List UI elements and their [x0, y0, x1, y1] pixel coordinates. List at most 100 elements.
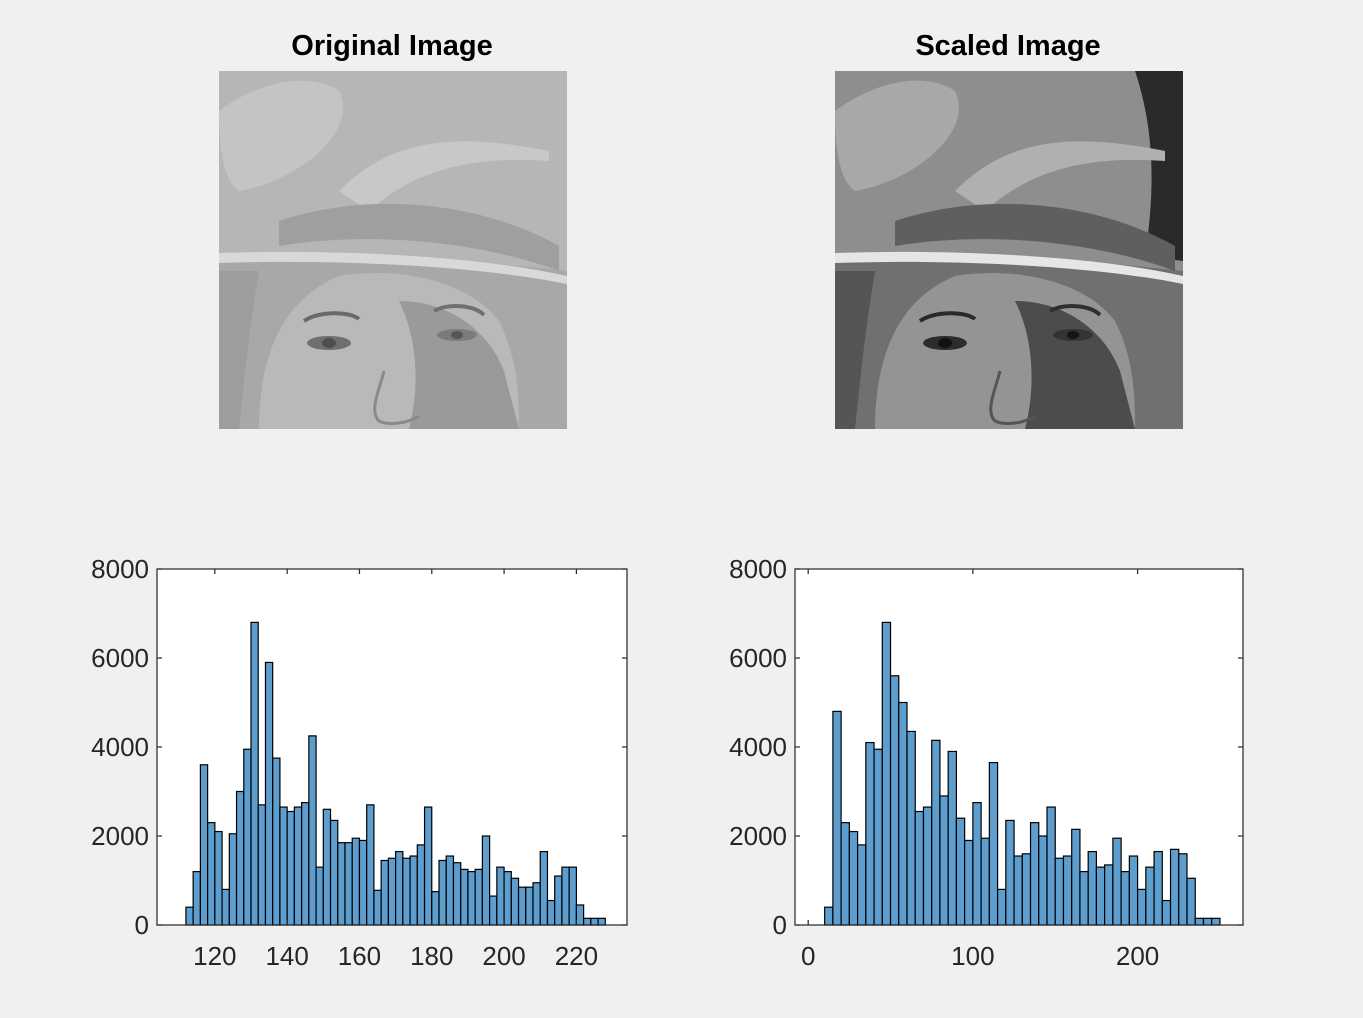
histogram-bar [873, 748, 883, 926]
histogram-bar [510, 877, 520, 926]
histogram-bar [1169, 848, 1180, 926]
histogram-bar [496, 866, 505, 926]
histogram-bar [931, 739, 941, 926]
histogram-bar [1087, 850, 1098, 926]
histogram-bar [1054, 857, 1065, 926]
histogram-bar [1211, 917, 1221, 926]
histogram-bar [1104, 864, 1114, 926]
original-image [219, 71, 567, 429]
histogram-bar [1038, 835, 1048, 926]
histogram-bar [1202, 917, 1213, 926]
histogram-bar [192, 870, 201, 926]
histogram-bar [898, 701, 908, 926]
histogram-bar [980, 837, 990, 926]
histogram-bar [1186, 877, 1196, 926]
histogram-bar [906, 730, 916, 926]
original-image-title: Original Image [291, 30, 493, 62]
histogram-bar [1161, 899, 1172, 926]
histogram-bar [402, 857, 411, 926]
histogram-bar [1005, 819, 1015, 926]
histogram-bar [1071, 828, 1081, 926]
histogram-bar [380, 859, 389, 926]
histogram-bar [286, 810, 295, 926]
histogram-bar [250, 621, 259, 926]
histogram-bar [452, 862, 462, 926]
histogram-bar [489, 895, 498, 926]
x-tick-label: 100 [951, 941, 994, 971]
y-tick-label: 2000 [729, 821, 787, 851]
histogram-bar [351, 837, 361, 926]
histogram-bar [272, 757, 281, 926]
histogram-bar [214, 830, 223, 926]
histogram-bar [1194, 917, 1205, 926]
histogram-1: 0 2000 4000 6000 8000 120 140 160 180 200 220 [91, 554, 628, 971]
histogram-bar [539, 850, 549, 926]
histogram-bar [546, 899, 556, 926]
histogram-bar [257, 804, 267, 926]
histogram-bar [889, 675, 900, 926]
y-tick-label: 0 [135, 910, 149, 940]
histogram-bar [561, 866, 570, 926]
histogram-bar [914, 810, 925, 926]
histogram-bar [503, 870, 512, 926]
histogram-bar [1046, 806, 1056, 926]
x-tick-label: 120 [193, 941, 236, 971]
y-tick-label: 8000 [729, 554, 787, 584]
histogram-bar [315, 866, 324, 926]
histogram-bar [955, 817, 966, 926]
histogram-bar [881, 621, 892, 926]
scaled-image [835, 71, 1183, 429]
histogram-bar [1112, 837, 1122, 926]
histogram-bar [467, 870, 476, 926]
histogram-bar [554, 875, 563, 926]
histogram-bar [416, 844, 426, 926]
histogram-bar [301, 802, 310, 926]
y-tick-label: 2000 [91, 821, 149, 851]
x-tick-label: 140 [265, 941, 308, 971]
histogram-bar [865, 741, 875, 926]
histogram-bar [358, 839, 368, 926]
histogram-bar [1128, 855, 1139, 926]
histogram-bar [590, 917, 599, 926]
histogram-bar [1153, 850, 1163, 926]
histogram-bar [1178, 853, 1188, 926]
scaled-image-drawing [835, 71, 1183, 429]
histogram-bar [228, 833, 238, 926]
histogram-bar [445, 855, 455, 926]
histogram-bar [1021, 853, 1032, 926]
histogram-bar [366, 804, 375, 926]
histogram-bar [922, 806, 933, 926]
histogram-bar [199, 764, 209, 926]
histogram-bar [235, 790, 245, 926]
histogram-bar [832, 710, 842, 926]
histogram-bar [279, 806, 288, 926]
histogram-bar [1136, 888, 1147, 926]
histogram-2: 0 2000 4000 6000 8000 0 100 200 [729, 554, 1244, 971]
histogram-bar [308, 735, 317, 926]
histogram-bar [474, 868, 483, 926]
histogram-bar [1013, 855, 1023, 926]
histogram-bar [532, 882, 541, 926]
histogram-bar [848, 830, 859, 926]
histogram-bar [597, 917, 606, 926]
x-tick-label: 0 [801, 941, 815, 971]
histogram-bar [972, 802, 982, 926]
x-tick-label: 200 [1116, 941, 1159, 971]
histogram-bar [1120, 870, 1130, 926]
histogram-bar [964, 839, 974, 926]
y-tick-label: 4000 [729, 732, 787, 762]
histogram-bar [1095, 866, 1106, 926]
histogram-bar [395, 850, 404, 926]
histogram-bar [1029, 822, 1040, 926]
x-tick-label: 200 [482, 941, 525, 971]
x-tick-label: 220 [555, 941, 598, 971]
y-tick-label: 4000 [91, 732, 149, 762]
histogram-bar [947, 750, 958, 926]
histogram-bar [568, 866, 577, 926]
histogram-bar [856, 844, 867, 926]
histogram-bar [840, 822, 850, 926]
y-tick-label: 8000 [91, 554, 149, 584]
histogram-bar [344, 842, 353, 926]
histogram-bar [243, 748, 252, 926]
